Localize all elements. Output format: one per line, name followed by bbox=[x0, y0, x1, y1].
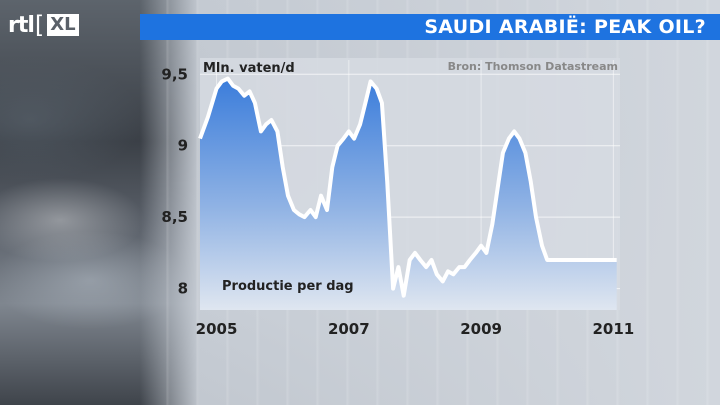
x-tick-label: 2009 bbox=[460, 320, 502, 338]
y-tick-label: 8 bbox=[178, 280, 188, 298]
logo-brand: rtl bbox=[8, 12, 35, 38]
logo-bracket: [ bbox=[34, 11, 45, 39]
source-note: Bron: Thomson Datastream bbox=[448, 60, 618, 73]
y-tick-label: 9,5 bbox=[161, 65, 188, 83]
page-title: SAUDI ARABIË: PEAK OIL? bbox=[424, 16, 706, 38]
rtl-xl-logo: rtl [ XL bbox=[8, 10, 79, 40]
title-bar: SAUDI ARABIË: PEAK OIL? bbox=[140, 14, 720, 40]
x-tick-label: 2005 bbox=[196, 320, 238, 338]
y-tick-label: 8,5 bbox=[161, 208, 188, 226]
y-tick-label: 9 bbox=[178, 137, 188, 155]
x-tick-label: 2011 bbox=[593, 320, 635, 338]
x-tick-label: 2007 bbox=[328, 320, 370, 338]
logo-suffix: XL bbox=[47, 14, 79, 36]
production-line bbox=[198, 76, 617, 298]
series-annotation: Productie per dag bbox=[222, 279, 354, 294]
y-axis-label: Mln. vaten/d bbox=[203, 61, 295, 76]
